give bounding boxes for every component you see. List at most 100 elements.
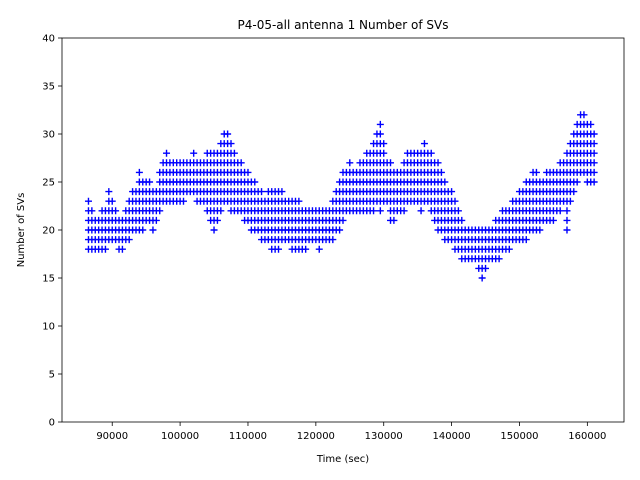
data-point (590, 159, 598, 167)
data-point (156, 207, 164, 215)
x-axis-ticks: 90000 100000 110000 120000 130000 140000 15000… (96, 422, 606, 442)
data-point (417, 207, 425, 215)
data-point (448, 188, 456, 196)
data-point (587, 120, 595, 128)
data-point (590, 168, 598, 176)
data-point (112, 207, 120, 215)
data-point (251, 178, 259, 186)
x-tick-label: 130000 (365, 431, 403, 442)
data-point (376, 130, 384, 138)
data-point (549, 216, 557, 224)
data-point (376, 207, 384, 215)
data-point (336, 226, 344, 234)
data-point (482, 264, 490, 272)
x-tick-label: 110000 (229, 431, 267, 442)
x-tick-label: 140000 (433, 431, 471, 442)
x-tick-label: 160000 (568, 431, 606, 442)
y-tick-label: 20 (42, 226, 55, 237)
data-point (230, 149, 238, 157)
data-points (84, 111, 598, 282)
data-point (505, 245, 513, 253)
data-point (84, 197, 92, 205)
chart-title: P4-05-all antenna 1 Number of SVs (238, 18, 449, 32)
data-point (437, 168, 445, 176)
data-point (390, 216, 398, 224)
data-point (376, 120, 384, 128)
data-point (315, 245, 323, 253)
data-point (135, 168, 143, 176)
data-point (495, 255, 503, 263)
y-tick-label: 5 (49, 370, 55, 381)
data-point (217, 207, 225, 215)
data-point (570, 188, 578, 196)
y-axis-label: Number of SVs (16, 193, 27, 268)
data-point (210, 226, 218, 234)
data-point (590, 130, 598, 138)
data-point (339, 216, 347, 224)
data-point (566, 197, 574, 205)
data-point (346, 159, 354, 167)
data-point (146, 178, 154, 186)
data-point (563, 207, 571, 215)
y-tick-label: 40 (42, 34, 55, 45)
x-tick-label: 100000 (161, 431, 199, 442)
x-tick-label: 150000 (500, 431, 538, 442)
data-point (434, 159, 442, 167)
data-point (179, 197, 187, 205)
data-point (400, 207, 408, 215)
y-tick-label: 25 (42, 178, 55, 189)
data-point (441, 178, 449, 186)
data-point (108, 197, 116, 205)
y-axis-ticks: 0 5 10 15 20 25 30 35 40 (42, 34, 62, 429)
data-point (580, 111, 588, 119)
data-point (556, 207, 564, 215)
data-point (278, 188, 286, 196)
data-point (295, 197, 303, 205)
data-point (522, 236, 530, 244)
data-point (590, 149, 598, 157)
data-point (329, 236, 337, 244)
y-tick-label: 15 (42, 274, 55, 285)
data-point (454, 207, 462, 215)
y-tick-label: 30 (42, 130, 55, 141)
data-point (370, 207, 378, 215)
data-point (190, 149, 198, 157)
y-tick-label: 0 (49, 418, 55, 429)
data-point (101, 245, 109, 253)
x-tick-label: 90000 (96, 431, 128, 442)
x-tick-label: 120000 (297, 431, 335, 442)
data-point (380, 140, 388, 148)
data-point (478, 274, 486, 282)
data-point (125, 236, 133, 244)
data-point (227, 140, 235, 148)
data-point (88, 207, 96, 215)
data-point (573, 178, 581, 186)
data-point (451, 197, 459, 205)
data-point (139, 226, 147, 234)
plot-frame (61, 37, 625, 423)
data-point (118, 245, 126, 253)
data-point (105, 188, 113, 196)
data-point (244, 168, 252, 176)
data-point (590, 140, 598, 148)
data-point (563, 216, 571, 224)
data-point (302, 245, 310, 253)
data-point (149, 226, 157, 234)
data-point (532, 168, 540, 176)
data-point (275, 245, 283, 253)
data-point (224, 130, 232, 138)
x-axis-label: Time (sec) (316, 454, 369, 465)
data-point (590, 178, 598, 186)
data-point (163, 149, 171, 157)
data-point (427, 149, 435, 157)
y-tick-label: 10 (42, 322, 55, 333)
data-point (152, 216, 160, 224)
data-point (536, 226, 544, 234)
data-point (387, 159, 395, 167)
data-point (237, 159, 245, 167)
data-point (458, 216, 466, 224)
data-point (563, 226, 571, 234)
y-tick-label: 35 (42, 82, 55, 93)
